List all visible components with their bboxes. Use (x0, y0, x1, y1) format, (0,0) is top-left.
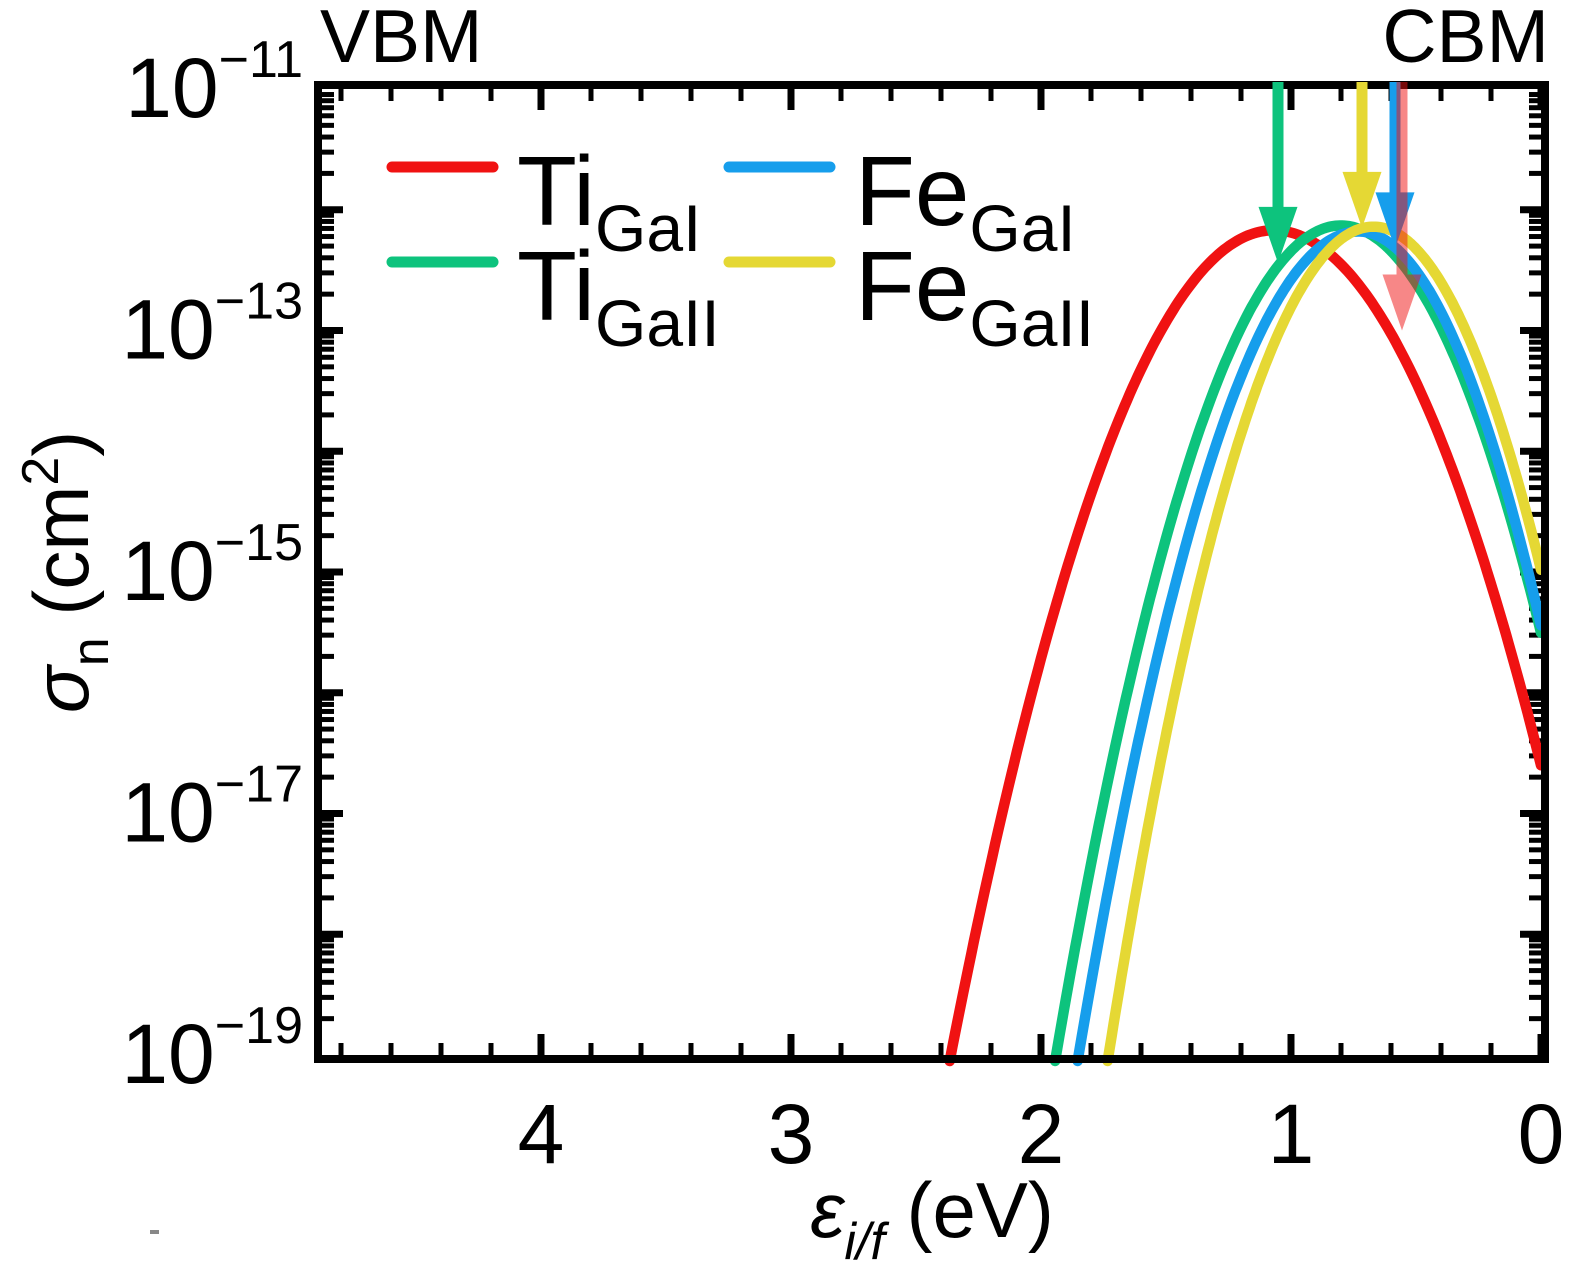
y-tick-exponent: −19 (215, 997, 303, 1055)
y-tick-base: 10 (121, 766, 214, 860)
curve-Ti_GaII (1049, 220, 1547, 1067)
y-axis-symbol: σ (17, 663, 105, 713)
arrow-head-Ti_GaI (1382, 274, 1422, 331)
legend-label-subscript: GaII (595, 286, 720, 360)
x-axis-title: εi/f (eV) (810, 1166, 1054, 1271)
y-tick-exponent: −17 (215, 756, 303, 814)
y-tick-label-1e-17: 10−17 (121, 756, 303, 860)
legend-label-Fe_GaI: FeGaI (855, 136, 1076, 265)
transition-level-arrows (1258, 82, 1422, 331)
y-tick-base: 10 (121, 1007, 214, 1101)
series-curves (944, 220, 1547, 1067)
y-tick-label-1e-13: 10−13 (121, 273, 303, 377)
x-axis-unit: (eV) (885, 1166, 1054, 1254)
vbm-label: VBM (320, 0, 483, 78)
y-tick-label-1e-11: 10−11 (125, 31, 303, 135)
y-axis-subscript: n (62, 637, 120, 666)
x-tick-label-0: 0 (1518, 1087, 1565, 1181)
arrow-Fe_GaII (1342, 82, 1382, 228)
y-axis-title: σn (cm2) (12, 431, 120, 714)
stray-mark (150, 1230, 159, 1234)
y-tick-base: 10 (121, 283, 214, 377)
x-axis-subscript: i/f (844, 1213, 889, 1271)
legend-label-subscript: GaII (969, 286, 1094, 360)
legend-label-Ti_GaI: TiGaI (517, 136, 701, 265)
y-tick-label-1e-19: 10−19 (121, 997, 303, 1101)
legend-label-main: Ti (517, 231, 595, 341)
y-tick-base: 10 (121, 524, 214, 618)
x-axis-symbol: ε (810, 1166, 846, 1254)
y-tick-exponent: −11 (219, 31, 303, 89)
x-tick-label-4: 4 (518, 1087, 565, 1181)
legend-label-main: Fe (855, 231, 969, 341)
y-tick-exponent: −15 (215, 514, 303, 572)
curve-Ti_GaI (944, 225, 1547, 1067)
arrow-Ti_GaI (1382, 82, 1422, 331)
legend-label-main: Fe (855, 136, 969, 246)
y-axis-unit-close: ) (17, 431, 105, 457)
cbm-label: CBM (1382, 0, 1549, 78)
curve-Fe_GaI (1072, 226, 1547, 1067)
x-tick-label-1: 1 (1268, 1087, 1315, 1181)
y-tick-exponent: −13 (215, 273, 303, 331)
arrow-Ti_GaII (1258, 82, 1298, 263)
y-axis-superscript: 2 (12, 457, 70, 486)
x-tick-label-3: 3 (768, 1087, 815, 1181)
plot-frame (314, 81, 1549, 1063)
legend-label-Fe_GaII: FeGaII (855, 231, 1094, 360)
curve-Fe_GaII (1102, 221, 1547, 1067)
legend-label-main: Ti (517, 136, 595, 246)
legend-label-subscript: GaI (969, 191, 1075, 265)
y-tick-base: 10 (125, 41, 218, 135)
legend-label-Ti_GaII: TiGaII (517, 231, 720, 360)
legend-label-subscript: GaI (595, 191, 701, 265)
y-tick-label-1e-15: 10−15 (121, 514, 303, 618)
arrow-head-Ti_GaII (1258, 206, 1298, 263)
x-tick-label-2: 2 (1018, 1087, 1065, 1181)
arrow-head-Fe_GaII (1342, 171, 1382, 228)
y-axis-unit-open: (cm (17, 486, 105, 638)
